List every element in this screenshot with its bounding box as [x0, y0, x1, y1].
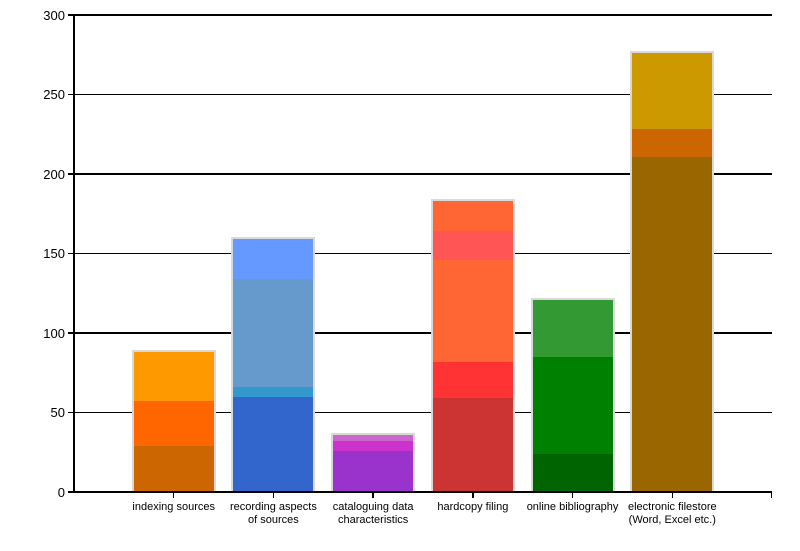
bar-indexing-sources [131, 350, 216, 492]
bar-segment [233, 396, 314, 492]
bar-segment [133, 401, 214, 446]
x-tick [671, 492, 674, 498]
bar-segment [233, 387, 314, 397]
x-tick [272, 492, 275, 498]
x-tick-label: indexing sources [132, 501, 215, 513]
x-tick-label: cataloguing data characteristics [332, 501, 414, 526]
bar-segment [233, 278, 314, 388]
x-tick-label: electronic filestore (Word, Excel etc.) [627, 501, 717, 526]
y-axis-line [73, 15, 75, 492]
bar-segment [432, 201, 513, 232]
x-tick-label: hardcopy filing [437, 501, 509, 513]
gridline-150 [68, 252, 772, 255]
y-tick-label: 200 [43, 166, 65, 182]
y-tick-label: 0 [57, 484, 65, 500]
gridline-100 [68, 332, 772, 334]
x-tick [172, 492, 175, 498]
bar-segment [632, 53, 713, 130]
bar-segment [432, 361, 513, 399]
bar-segment [233, 239, 314, 279]
bar-cataloguing-data [331, 432, 416, 492]
x-axis-line [73, 491, 772, 493]
x-tick-label: online bibliography [526, 501, 619, 513]
bar-segment [532, 453, 613, 492]
y-tick-label: 300 [43, 7, 65, 23]
bar-segment [432, 231, 513, 260]
bar-segment [632, 129, 713, 157]
gridline-300 [68, 14, 772, 16]
bar-segment [133, 352, 214, 402]
bar-segment [532, 299, 613, 357]
y-tick-label: 250 [43, 87, 65, 102]
bar-segment [532, 356, 613, 454]
bar-segment [133, 445, 214, 492]
x-tick-label: recording aspects of sources [230, 501, 317, 526]
bar-online-bibliography [530, 297, 615, 492]
bar-segment [333, 434, 414, 442]
bar-segment [333, 441, 414, 451]
bar-segment [432, 259, 513, 362]
y-tick-label: 100 [43, 325, 65, 341]
gridline-250 [68, 93, 772, 96]
bar-electronic-filestore [630, 51, 715, 492]
x-tick [372, 492, 374, 498]
gridline-50 [68, 411, 772, 414]
x-tick [571, 492, 574, 498]
bar-hardcopy-filing [430, 199, 515, 492]
y-tick-label: 50 [50, 405, 65, 420]
x-tick [472, 492, 474, 498]
x-tick-right-end [770, 492, 772, 498]
y-tick-label: 150 [43, 246, 65, 261]
bar-recording-aspects [231, 237, 316, 492]
bar-segment [333, 450, 414, 492]
bar-segment [632, 156, 713, 492]
gridline-200 [68, 173, 772, 175]
bar-segment [432, 398, 513, 492]
